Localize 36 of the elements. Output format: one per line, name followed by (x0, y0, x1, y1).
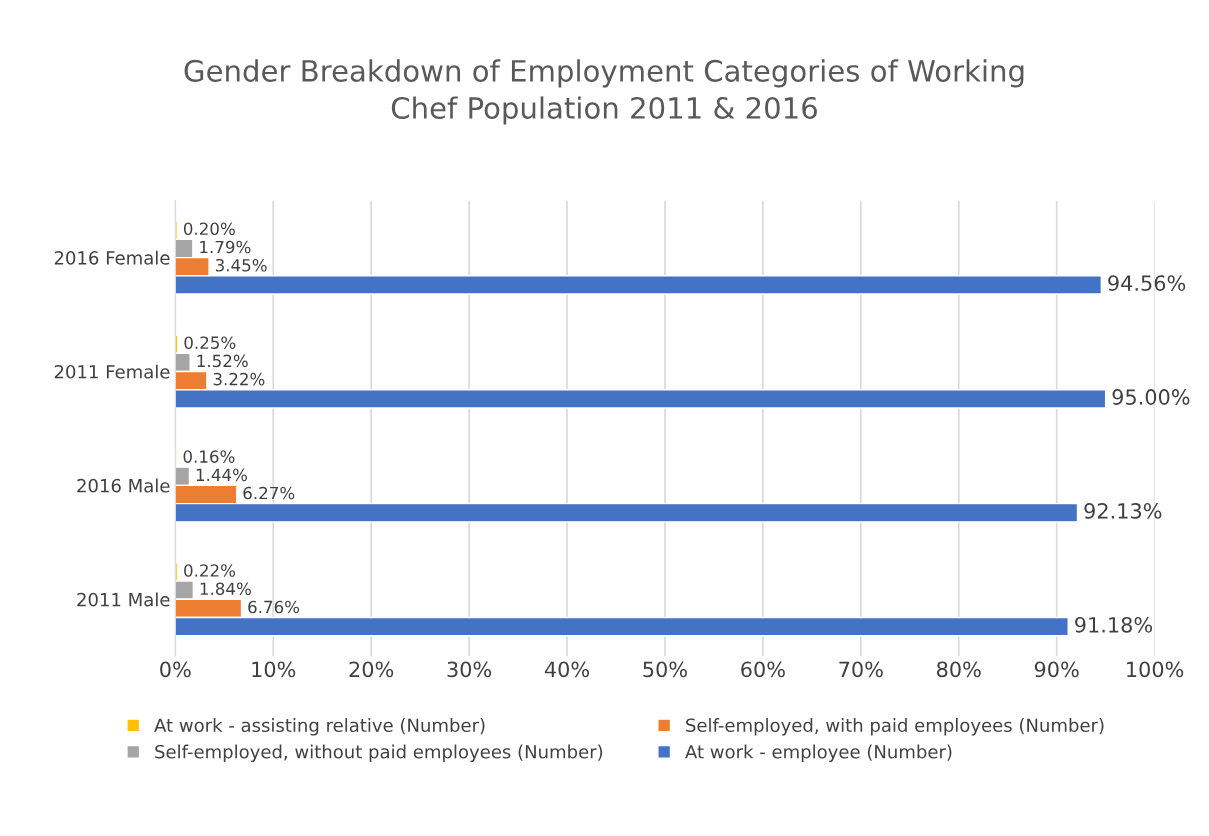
data-label: 3.22% (213, 372, 265, 386)
data-label: 1.44% (196, 468, 247, 482)
y-tick-label: 2011 Male (77, 592, 170, 607)
x-tick-label: 100% (1127, 661, 1184, 678)
x-tick-label: 60% (741, 661, 785, 678)
legend-label: At work - assisting relative (Number) (154, 718, 485, 736)
y-tick-label: 2011 Female (54, 364, 170, 379)
x-tick-label: 30% (447, 661, 492, 678)
y-tick-label: 2016 Male (77, 478, 170, 493)
x-tick-label: 10% (252, 661, 296, 678)
y-tick-label: 2016 Female (54, 250, 170, 265)
x-tick-label: 50% (643, 661, 687, 678)
legend-label: At work - employee (Number) (685, 744, 952, 763)
x-tick-label: 40% (544, 661, 590, 678)
data-label: 0.20% (183, 222, 235, 236)
data-label: 1.79% (200, 240, 251, 254)
x-tick-label: 0% (160, 661, 191, 678)
x-tick-label: 90% (1034, 661, 1079, 678)
legend-label: Self-employed, without paid employees (Number) (155, 744, 603, 763)
legend-label: Self-employed, with paid employees (Number) (686, 718, 1104, 736)
x-tick-label: 20% (349, 661, 394, 678)
data-label: 1.52% (197, 354, 248, 368)
data-label: 3.45% (215, 258, 267, 272)
data-label: 0.16% (183, 450, 235, 463)
data-label: 0.22% (184, 564, 236, 577)
x-tick-label: 70% (839, 661, 883, 678)
data-label: 94.56% (1108, 275, 1186, 291)
data-label: 91.18% (1075, 616, 1153, 633)
data-label: 0.25% (184, 336, 236, 349)
data-label: 6.27% (243, 486, 295, 500)
data-label: 92.13% (1084, 503, 1162, 519)
data-label: 1.84% (200, 582, 251, 596)
x-tick-label: 80% (937, 661, 981, 678)
data-label: 6.76% (248, 600, 300, 614)
chart-title: Gender Breakdown of Employment Categories of Working Chef Population 2011 & 2016 (184, 59, 1024, 125)
data-label: 95.00% (1112, 389, 1190, 405)
